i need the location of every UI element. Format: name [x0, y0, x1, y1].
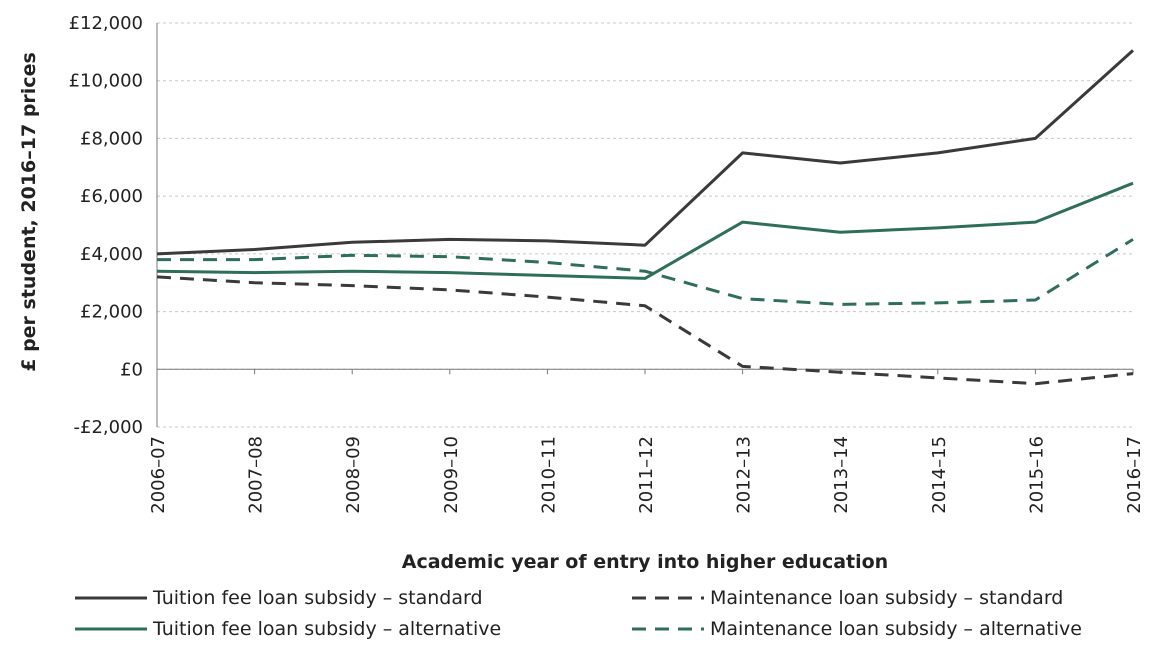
y-axis-title: £ per student, 2016–17 prices [18, 52, 40, 372]
y-tick-label-3: £4,000 [80, 244, 143, 265]
legend-label-1: Maintenance loan subsidy – standard [710, 587, 1063, 609]
y-tick-label-0: -£2,000 [74, 417, 143, 438]
legend-label-2: Tuition fee loan subsidy – alternative [152, 618, 501, 640]
series-line-0 [156, 49, 1135, 256]
x-tick-label-1: 2007–08 [246, 436, 267, 514]
x-tick-label-10: 2016–17 [1124, 436, 1145, 514]
series-line-2 [156, 181, 1134, 280]
x-tick-label-8: 2014–15 [929, 436, 950, 514]
x-tick-label-0: 2006–07 [148, 436, 169, 514]
legend: Tuition fee loan subsidy – standard Maint… [75, 587, 1082, 640]
series-line-1 [156, 275, 1134, 386]
x-tick-label-3: 2009–10 [441, 436, 462, 514]
y-tick-label-2: £2,000 [80, 302, 143, 323]
x-tick-label-2: 2008–09 [343, 436, 364, 514]
y-tick-label-6: £10,000 [69, 71, 143, 92]
x-tick-label-7: 2013–14 [831, 436, 852, 514]
series-lines [156, 49, 1135, 386]
y-tick-label-5: £8,000 [80, 128, 143, 149]
x-axis-title: Academic year of entry into higher educa… [402, 551, 888, 573]
legend-label-3: Maintenance loan subsidy – alternative [710, 618, 1082, 640]
x-tick-label-5: 2011–12 [636, 436, 657, 514]
y-tick-label-1: £0 [120, 359, 143, 380]
y-tick-label-7: £12,000 [69, 13, 143, 34]
x-tick-label-4: 2010–11 [538, 436, 559, 514]
series-line-3 [157, 238, 1134, 306]
x-tick-label-9: 2015–16 [1026, 436, 1047, 514]
x-tick-label-6: 2012–13 [734, 436, 755, 514]
y-tick-labels: -£2,000 £0 £2,000 £4,000 £6,000 £8,000 £10,000… [69, 13, 143, 438]
axes [156, 23, 1134, 427]
x-tick-labels: 2006–07 2007–08 2008–09 2009–10 2010–11 2011–… [148, 436, 1145, 514]
legend-label-0: Tuition fee loan subsidy – standard [152, 587, 483, 609]
y-tick-label-4: £6,000 [80, 186, 143, 207]
